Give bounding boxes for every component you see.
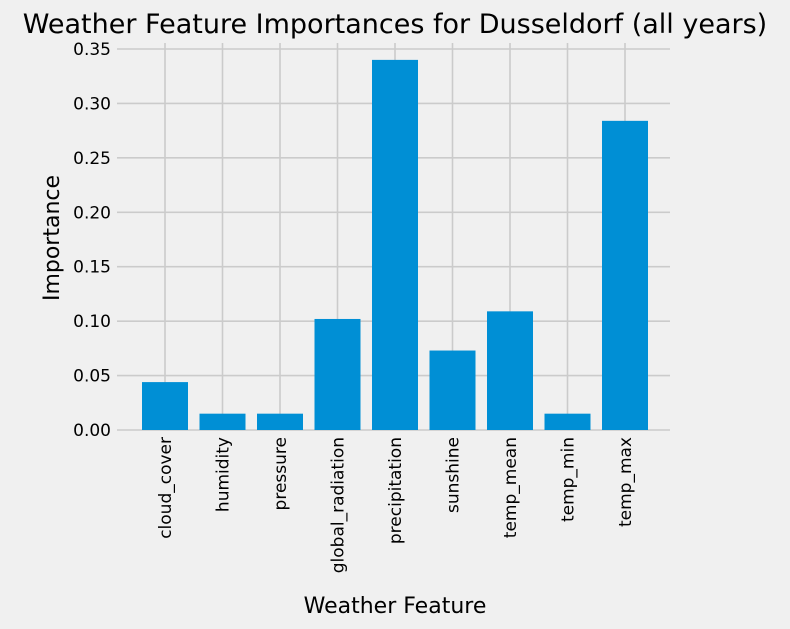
x-tick-label: sunshine <box>444 437 464 513</box>
bar-temp-min <box>544 413 591 430</box>
bar-pressure <box>257 413 303 430</box>
x-tick-label: temp_max <box>616 437 636 527</box>
bar-global-radiation <box>314 318 361 430</box>
y-tick-label: 0.20 <box>73 203 111 223</box>
y-tick-label: 0.15 <box>73 258 111 278</box>
bar-cloud-cover <box>142 382 188 430</box>
bar-temp-max <box>602 120 648 431</box>
bar-humidity <box>199 413 246 430</box>
x-tick-label: pressure <box>271 437 291 510</box>
y-tick-label: 0.30 <box>73 94 111 114</box>
y-axis-label: Importance <box>40 175 65 301</box>
x-tick-label: precipitation <box>386 437 406 544</box>
x-tick-label: humidity <box>214 437 234 512</box>
x-tick-label: cloud_cover <box>156 437 176 539</box>
bar-precipitation <box>372 59 418 431</box>
x-tick-label: temp_min <box>559 437 579 522</box>
y-tick-label: 0.00 <box>73 421 111 441</box>
bar-sunshine <box>429 350 476 430</box>
chart-title: Weather Feature Importances for Dusseldo… <box>23 9 767 40</box>
x-tick-labels: cloud_cover humidity pressure global_radiat… <box>156 437 636 573</box>
y-tick-label: 0.05 <box>73 367 111 387</box>
x-tick-label: temp_mean <box>501 437 521 538</box>
y-tick-label: 0.35 <box>73 40 111 60</box>
bars <box>142 59 648 431</box>
x-axis-label: Weather Feature <box>304 594 487 619</box>
bar-temp-mean <box>487 311 533 430</box>
x-tick-label: global_radiation <box>329 437 349 573</box>
y-tick-labels: 0.00 0.05 0.10 0.15 0.20 0.25 0.30 0.35 <box>73 40 111 441</box>
y-tick-label: 0.25 <box>73 149 111 169</box>
y-tick-label: 0.10 <box>73 312 111 332</box>
